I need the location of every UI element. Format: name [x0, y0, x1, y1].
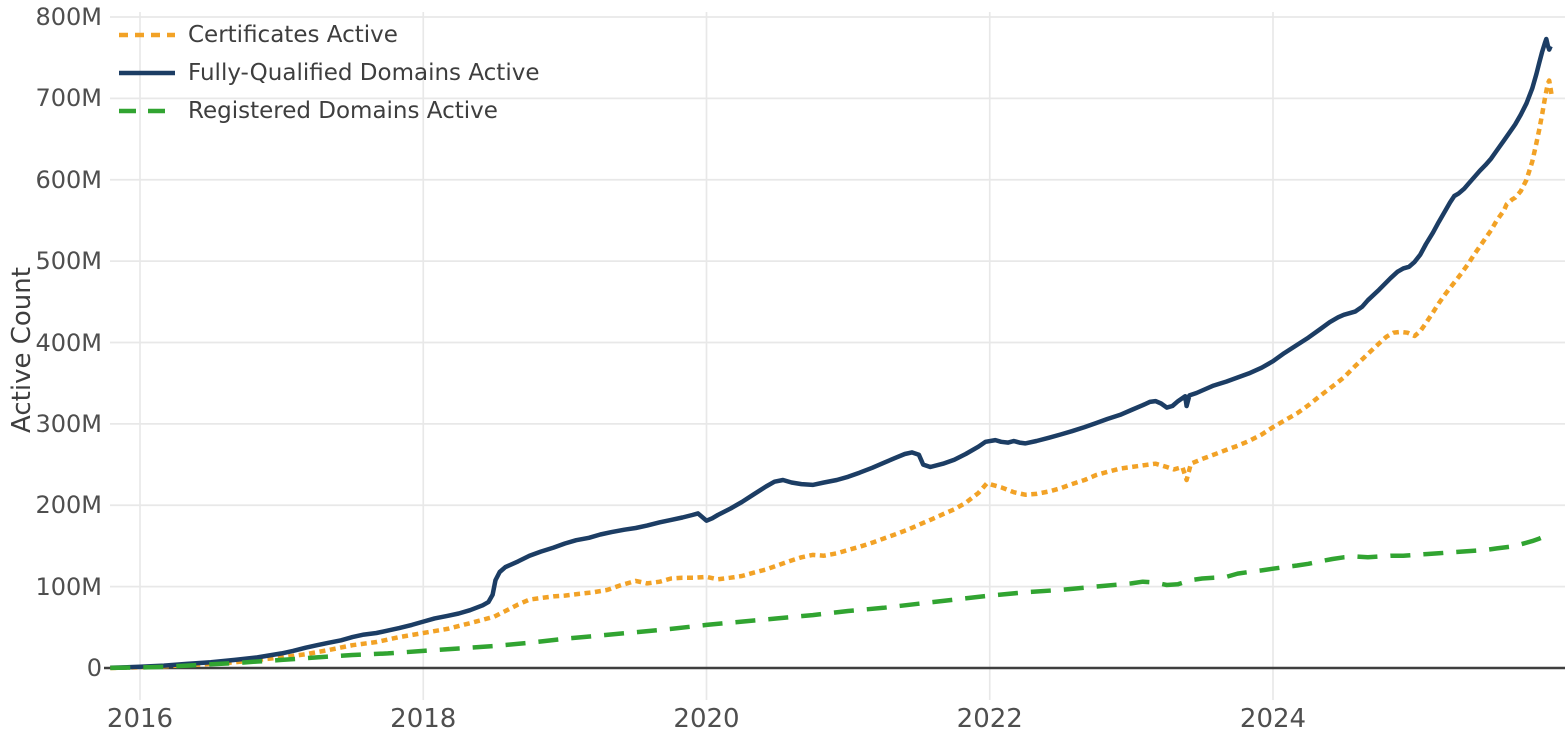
x-tick-2016: 2016: [106, 704, 174, 734]
x-tick-2022: 2022: [956, 704, 1023, 734]
legend-label-fully-qualified-domains-active: Fully-Qualified Domains Active: [188, 60, 540, 86]
legend-label-registered-domains-active: Registered Domains Active: [188, 98, 498, 124]
y-tick-100m: 100M: [35, 572, 102, 601]
certificates-line-swatch-icon: [119, 32, 175, 38]
legend-item-registered-domains-active[interactable]: Registered Domains Active: [118, 92, 539, 130]
legend-item-certificates-active[interactable]: Certificates Active: [118, 16, 539, 54]
y-tick-500m: 500M: [35, 247, 102, 276]
legend-label-certificates-active: Certificates Active: [188, 22, 398, 48]
registered-line-swatch-icon: [119, 108, 175, 114]
fqdn-line-swatch-icon: [119, 70, 175, 76]
y-tick-700m: 700M: [35, 84, 102, 113]
y-tick-200m: 200M: [35, 491, 102, 520]
y-tick-0: 0: [86, 654, 102, 682]
x-tick-2018: 2018: [390, 704, 457, 734]
x-tick-2024: 2024: [1239, 704, 1307, 734]
y-tick-400m: 400M: [35, 328, 102, 357]
x-tick-2020: 2020: [673, 704, 740, 734]
y-tick-800m: 800M: [35, 3, 102, 31]
y-tick-600m: 600M: [35, 165, 102, 194]
y-tick-300m: 300M: [35, 409, 102, 438]
legend-item-fully-qualified-domains-active[interactable]: Fully-Qualified Domains Active: [118, 54, 539, 92]
legend: Certificates Active Fully-Qualified Doma…: [118, 16, 539, 130]
